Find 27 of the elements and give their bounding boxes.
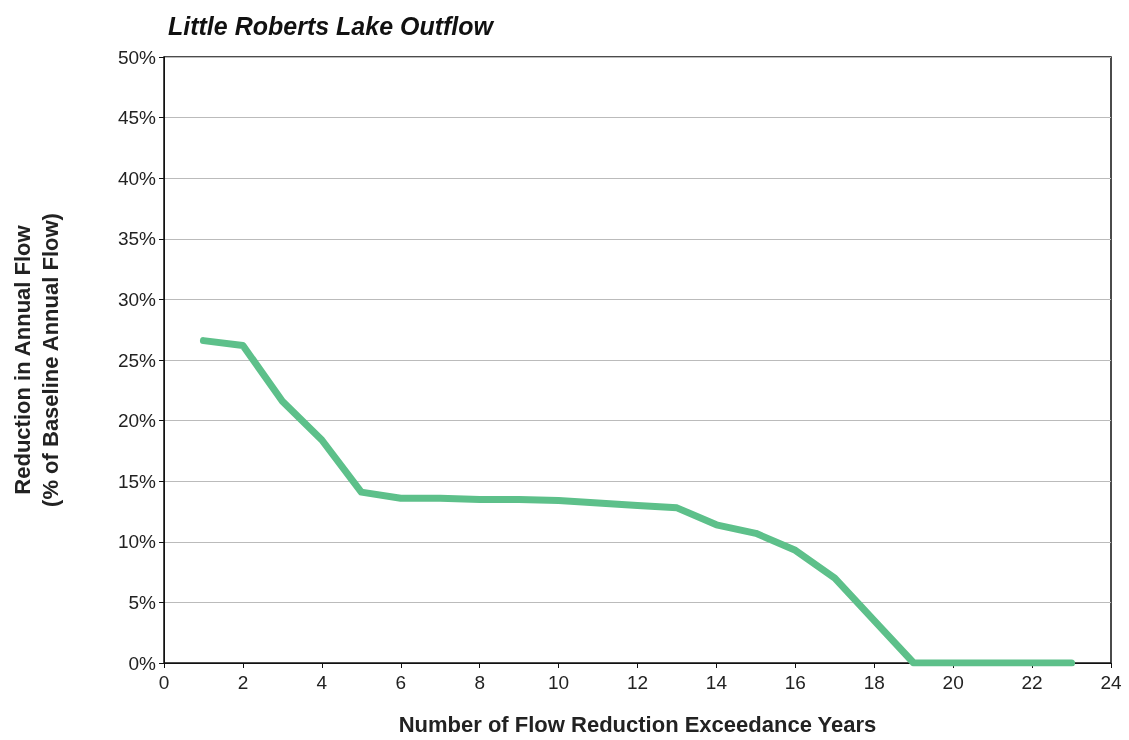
x-tick-label: 18: [863, 672, 885, 693]
y-tick-label: 5%: [128, 591, 157, 613]
y-tick-label: 30%: [117, 288, 157, 310]
y-tick-label: 0%: [128, 652, 157, 674]
x-tick-label: 24: [1100, 672, 1122, 693]
y-tick-label: 40%: [117, 167, 157, 189]
y-tick-label: 50%: [117, 46, 157, 68]
x-tick-label: 4: [316, 672, 328, 693]
x-tick-label: 6: [395, 672, 407, 693]
x-tick-label: 14: [705, 672, 728, 693]
x-tick-label: 0: [158, 672, 170, 693]
y-tick-label: 15%: [117, 470, 157, 492]
x-tick-label: 10: [548, 672, 570, 693]
x-tick-label: 16: [784, 672, 806, 693]
x-axis-title: Number of Flow Reduction Exceedance Years: [398, 711, 877, 737]
x-tick-label: 12: [626, 672, 649, 693]
x-tick-label: 2: [237, 672, 249, 693]
x-tick-label: 20: [942, 672, 964, 693]
x-tick-label: 22: [1021, 672, 1043, 693]
chart-title: Little Roberts Lake Outflow: [168, 11, 495, 40]
x-tick-label: 8: [474, 672, 485, 693]
y-tick-label: 35%: [117, 228, 157, 250]
y-tick-label: 25%: [117, 349, 157, 371]
y-tick-label: 45%: [117, 107, 157, 129]
y-tick-label: 10%: [117, 531, 157, 553]
y-axis-title: Reduction in Annual Flow (% of Baseline Annual Flow): [9, 213, 63, 507]
y-tick-label: 20%: [117, 410, 157, 432]
